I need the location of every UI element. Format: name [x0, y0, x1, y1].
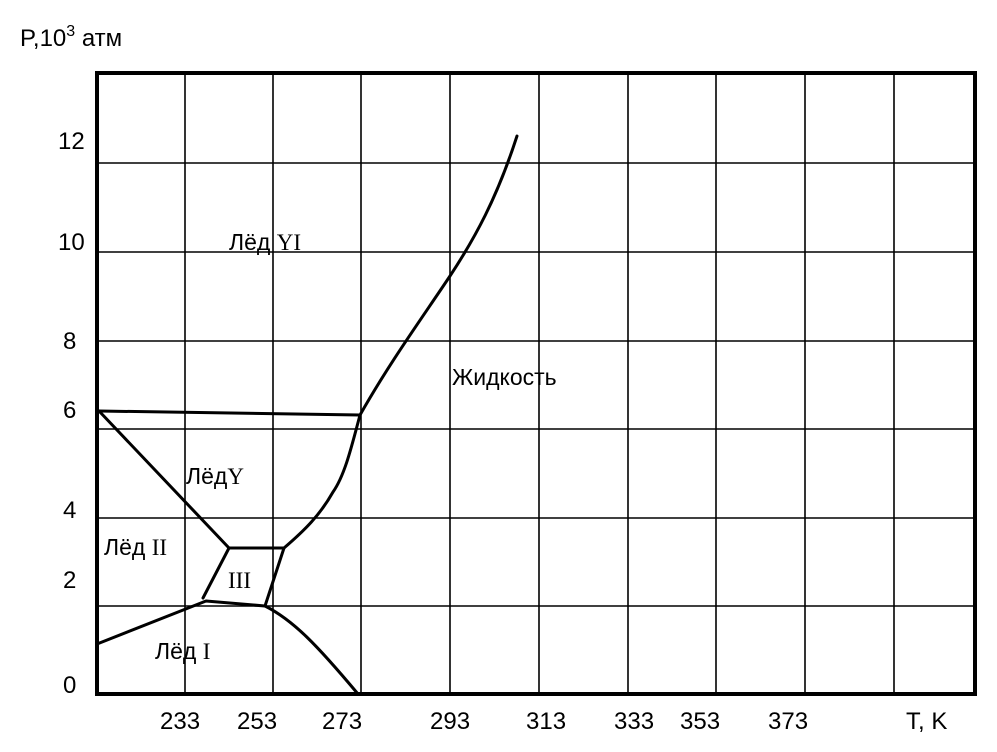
region-label-ice-ii: Лёд II: [104, 534, 167, 560]
y-tick-label: 4: [63, 497, 76, 524]
x-tick-label: 353: [680, 708, 720, 735]
ice-vi-prefix: Лёд: [229, 229, 277, 255]
y-tick-label: 12: [58, 128, 85, 155]
ice-ii-roman: II: [152, 535, 167, 560]
grid: [97, 73, 975, 694]
y-tick-label: 0: [63, 672, 76, 699]
x-tick-label: 373: [768, 708, 808, 735]
region-label-ice-iii: III: [228, 568, 251, 593]
y-axis-label-exponent: 3: [66, 23, 75, 40]
region-label-ice-v: ЛёдY: [186, 463, 244, 489]
ice-i-roman: I: [203, 639, 211, 664]
ice-vi-ice-v-boundary: [97, 409, 362, 417]
y-axis-label: P,103 атм: [20, 23, 122, 52]
plot-frame: [95, 71, 977, 696]
ice-ii-ice-v-boundary: [97, 409, 231, 550]
x-tick-label: 273: [322, 708, 362, 735]
y-tick-label: 10: [58, 229, 85, 256]
ice-vi-roman: YI: [277, 230, 301, 255]
ice-v-roman: Y: [227, 464, 244, 489]
x-axis-ticks: 233 253 273 293 313 333 353 373: [160, 708, 808, 735]
ice-ii-prefix: Лёд: [104, 534, 152, 560]
y-axis-label-suffix: атм: [75, 25, 122, 52]
melting-curve: [358, 134, 519, 417]
y-axis-label-prefix: P,10: [20, 25, 66, 52]
x-axis-label: T, K: [906, 708, 947, 735]
region-label-ice-vi: Лёд YI: [229, 229, 301, 255]
region-label-ice-i: Лёд I: [155, 638, 210, 664]
ice-iii-liquid-boundary: [263, 546, 286, 608]
x-tick-label: 313: [526, 708, 566, 735]
y-tick-label: 6: [63, 397, 76, 424]
y-tick-label: 2: [63, 567, 76, 594]
x-tick-label: 333: [614, 708, 654, 735]
ice-v-prefix: Лёд: [186, 463, 228, 489]
x-tick-label: 233: [160, 708, 200, 735]
ice-i-prefix: Лёд: [155, 638, 203, 664]
ice-i-ice-ii-boundary: [95, 599, 267, 646]
y-axis-ticks: 12 10 8 6 4 2 0: [58, 128, 85, 699]
phase-boundaries: [95, 134, 519, 696]
ice-ii-ice-iii-boundary: [201, 546, 231, 600]
x-tick-label: 293: [430, 708, 470, 735]
x-tick-label: 253: [237, 708, 277, 735]
y-tick-label: 8: [63, 328, 76, 355]
ice-i-liquid-boundary: [263, 604, 360, 696]
ice-v-liquid-boundary: [282, 413, 362, 550]
region-label-liquid: Жидкость: [452, 364, 557, 390]
